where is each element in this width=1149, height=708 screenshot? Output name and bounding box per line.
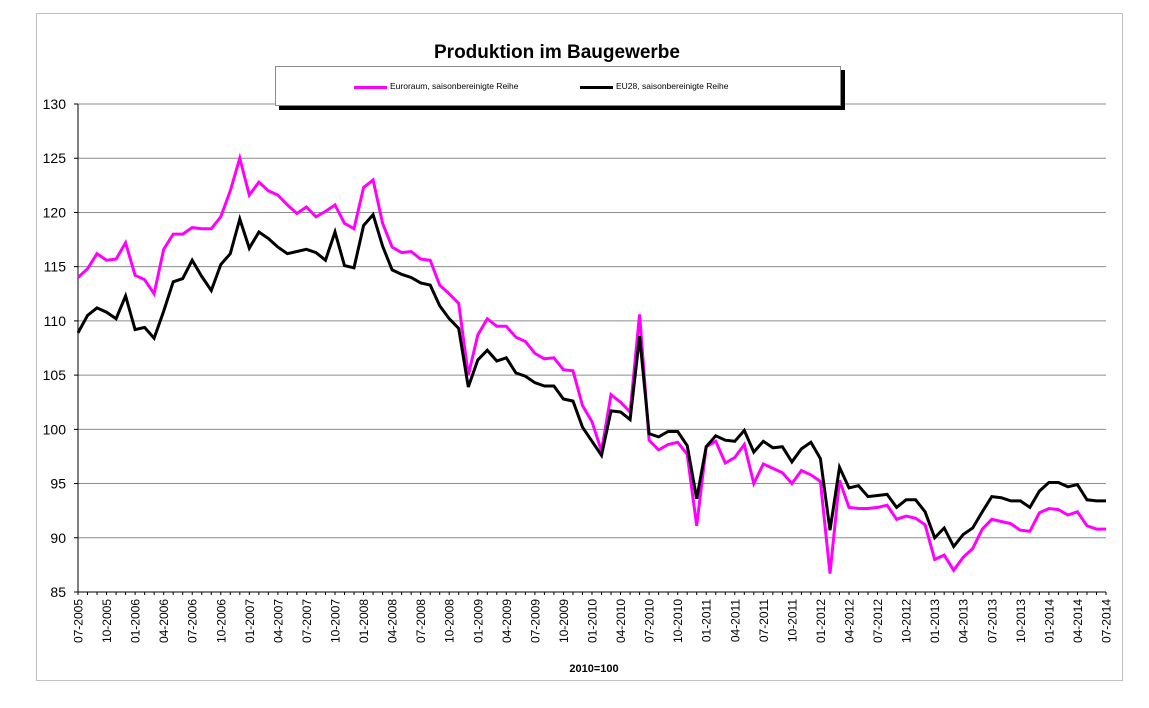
legend-label-euroraum: Euroraum, saisonbereinigte Reihe [390,81,519,91]
chart-title: Produktion im Baugewerbe [434,42,680,63]
x-tick-label: 01-2009 [471,599,485,643]
x-tick-label: 10-2013 [1014,599,1028,643]
x-tick-label: 07-2006 [186,599,200,643]
x-tick-label: 07-2012 [871,599,885,643]
y-tick-label: 105 [43,367,67,383]
x-tick-label: 10-2006 [214,599,228,643]
x-tick-label: 07-2009 [528,599,542,643]
x-tick-label: 10-2005 [100,599,114,643]
x-tick-label: 01-2011 [700,599,714,642]
x-tick-label: 10-2009 [557,599,571,643]
x-tick-label: 10-2011 [785,599,799,642]
x-tick-label: 07-2011 [757,599,771,642]
legend-label-eu28: EU28, saisonbereinigte Reihe [616,81,729,91]
x-tick-label: 04-2012 [843,599,857,643]
legend-swatch-euroraum [354,86,387,89]
y-tick-label: 130 [43,96,67,112]
x-tick-label: 04-2006 [157,599,171,643]
x-tick-label: 10-2010 [671,599,685,643]
y-tick-label: 120 [43,204,67,220]
y-tick-label: 85 [50,584,66,600]
x-tick-label: 07-2008 [414,599,428,643]
x-tick-label: 04-2009 [500,599,514,643]
x-tick-label: 04-2013 [957,599,971,643]
x-tick-label: 07-2007 [300,599,314,643]
x-tick-label: 01-2014 [1042,599,1056,643]
y-tick-label: 115 [44,259,67,275]
x-tick-label: 07-2013 [985,599,999,643]
x-tick-label: 01-2008 [357,599,371,643]
y-tick-label: 95 [50,476,66,492]
x-tick-label: 01-2013 [928,599,942,643]
x-tick-label: 10-2008 [443,599,457,643]
x-tick-label: 07-2014 [1100,599,1114,643]
y-tick-label: 110 [44,313,67,329]
x-tick-label: 07-2010 [643,599,657,643]
chart-area [36,13,1123,681]
legend-swatch-eu28 [580,86,613,89]
x-tick-label: 10-2012 [900,599,914,643]
legend: Euroraum, saisonbereinigte Reihe EU28, s… [275,66,841,106]
y-tick-label: 125 [43,150,67,166]
x-tick-label: 01-2007 [243,599,257,643]
x-tick-label: 04-2008 [386,599,400,643]
x-tick-label: 04-2011 [728,599,742,642]
x-tick-label: 04-2010 [614,599,628,643]
x-tick-label: 01-2012 [814,599,828,643]
x-tick-label: 07-2005 [72,599,86,643]
x-tick-label: 10-2007 [329,599,343,643]
y-tick-label: 100 [43,421,67,437]
series-line-eu28 [76,211,1106,550]
x-tick-label: 01-2010 [586,599,600,643]
x-tick-label: 01-2006 [129,599,143,643]
x-axis-label: 2010=100 [569,663,618,675]
y-tick-label: 90 [50,530,66,546]
series-line-euroraum [76,152,1106,574]
x-tick-label: 04-2014 [1071,599,1085,643]
x-tick-label: 04-2007 [271,599,285,643]
